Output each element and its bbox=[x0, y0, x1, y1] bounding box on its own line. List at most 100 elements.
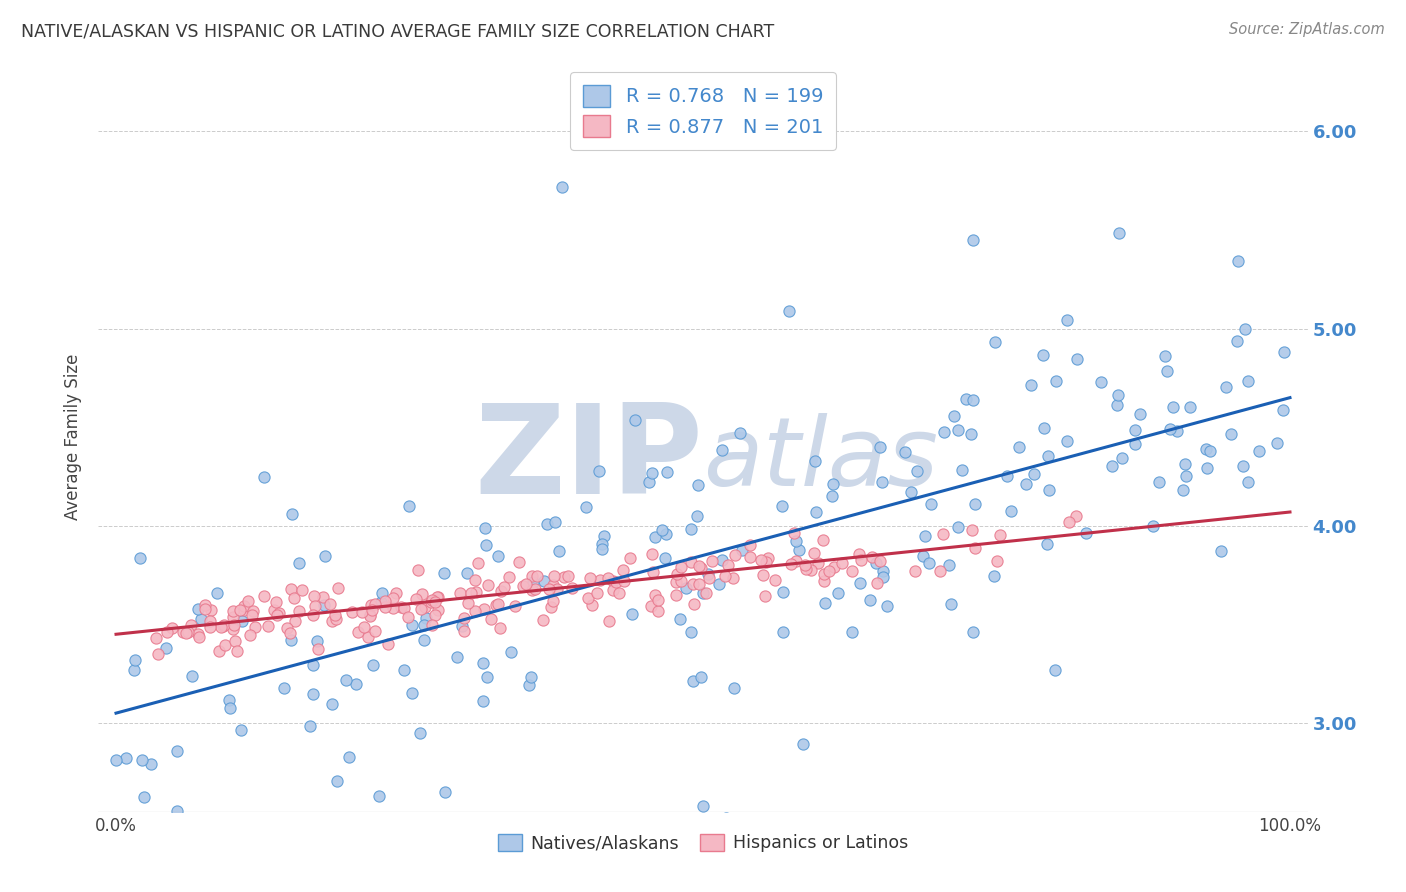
Point bbox=[420, 592, 443, 607]
Point bbox=[647, 604, 669, 618]
Point bbox=[253, 589, 276, 603]
Point bbox=[804, 454, 827, 468]
Point bbox=[988, 528, 1011, 542]
Point bbox=[411, 601, 433, 615]
Point bbox=[177, 625, 200, 640]
Point bbox=[655, 466, 678, 480]
Point bbox=[304, 599, 326, 614]
Point bbox=[426, 590, 449, 604]
Point bbox=[804, 505, 827, 519]
Point bbox=[723, 572, 745, 586]
Point bbox=[214, 638, 236, 652]
Point bbox=[522, 575, 544, 590]
Point bbox=[792, 737, 814, 751]
Point bbox=[540, 599, 562, 614]
Point bbox=[166, 744, 188, 758]
Point bbox=[346, 625, 368, 640]
Point bbox=[406, 563, 429, 577]
Point bbox=[360, 598, 382, 612]
Point bbox=[813, 567, 835, 582]
Point bbox=[841, 564, 863, 578]
Point bbox=[326, 581, 349, 595]
Point bbox=[1101, 459, 1123, 474]
Point bbox=[551, 179, 574, 194]
Point bbox=[389, 600, 412, 615]
Point bbox=[212, 617, 235, 632]
Point bbox=[166, 805, 188, 819]
Point bbox=[576, 591, 599, 606]
Point bbox=[425, 608, 447, 623]
Point bbox=[323, 607, 346, 622]
Point bbox=[413, 618, 436, 632]
Point bbox=[591, 542, 613, 557]
Point bbox=[1237, 475, 1260, 490]
Point bbox=[849, 553, 872, 567]
Point bbox=[918, 556, 941, 570]
Point bbox=[960, 426, 983, 441]
Point bbox=[541, 594, 564, 608]
Point bbox=[983, 568, 1005, 582]
Point bbox=[226, 644, 249, 658]
Point bbox=[409, 726, 432, 740]
Point bbox=[1043, 663, 1066, 677]
Point bbox=[1108, 226, 1130, 240]
Point bbox=[357, 630, 380, 644]
Point bbox=[749, 553, 772, 567]
Point bbox=[1220, 427, 1243, 442]
Point bbox=[298, 719, 321, 733]
Point bbox=[818, 564, 841, 578]
Point bbox=[172, 625, 194, 640]
Point bbox=[1033, 421, 1056, 435]
Point bbox=[724, 549, 747, 563]
Point bbox=[305, 634, 328, 648]
Point bbox=[401, 618, 423, 632]
Point bbox=[654, 550, 676, 565]
Point bbox=[602, 574, 624, 588]
Point bbox=[752, 568, 775, 582]
Point bbox=[1232, 458, 1254, 473]
Point bbox=[859, 592, 882, 607]
Point bbox=[692, 586, 714, 600]
Point bbox=[370, 594, 392, 608]
Point bbox=[233, 603, 256, 617]
Point bbox=[723, 681, 745, 696]
Point bbox=[359, 608, 381, 623]
Point bbox=[266, 608, 288, 623]
Point bbox=[190, 612, 212, 626]
Point bbox=[780, 557, 803, 571]
Point bbox=[312, 591, 335, 605]
Point bbox=[219, 701, 242, 715]
Point bbox=[457, 595, 479, 609]
Point bbox=[932, 527, 955, 541]
Point bbox=[862, 550, 884, 565]
Point bbox=[350, 605, 373, 619]
Point bbox=[738, 538, 761, 552]
Point bbox=[302, 589, 325, 603]
Point bbox=[242, 604, 264, 618]
Point bbox=[814, 596, 837, 610]
Point bbox=[115, 750, 138, 764]
Point bbox=[371, 586, 394, 600]
Point bbox=[893, 444, 915, 458]
Point bbox=[1056, 434, 1078, 448]
Point bbox=[827, 585, 849, 599]
Point bbox=[222, 610, 245, 624]
Point bbox=[755, 555, 778, 569]
Point bbox=[314, 598, 336, 612]
Point bbox=[962, 233, 984, 247]
Point bbox=[456, 566, 478, 580]
Point bbox=[132, 790, 155, 805]
Point bbox=[344, 677, 367, 691]
Point bbox=[938, 558, 960, 573]
Point bbox=[807, 556, 830, 570]
Point bbox=[145, 631, 167, 645]
Point bbox=[813, 574, 835, 588]
Point bbox=[229, 723, 252, 738]
Point bbox=[581, 598, 603, 612]
Point bbox=[605, 574, 627, 589]
Point bbox=[763, 573, 786, 587]
Point bbox=[1233, 322, 1256, 336]
Point bbox=[284, 614, 307, 628]
Point bbox=[638, 475, 661, 489]
Point bbox=[263, 603, 285, 617]
